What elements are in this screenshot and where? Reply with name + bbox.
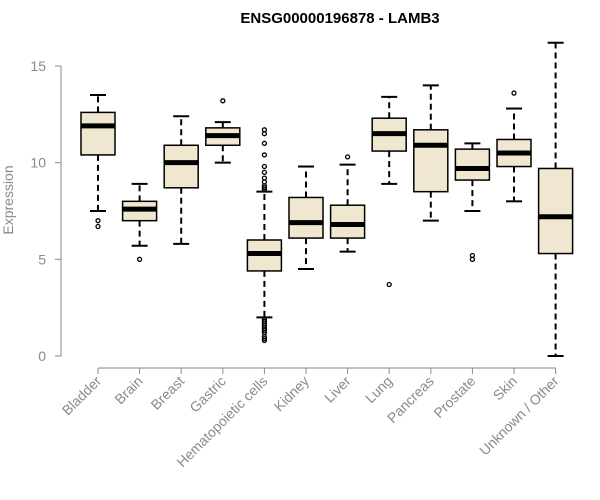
outlier-point [261,163,268,170]
x-tick-label: Breast [147,373,187,413]
y-tick-label: 0 [38,348,46,364]
box-bladder [80,94,116,230]
iqr-box [163,144,199,189]
outlier-point [261,187,268,193]
outlier-point [511,90,517,96]
y-tick-label: 5 [38,251,46,267]
outlier-point [261,152,268,158]
box-unknown-other [537,41,574,357]
outlier-point [261,131,268,137]
chart-title: ENSG00000196878 - LAMB3 [240,10,439,27]
y-tick-label: 15 [30,58,46,74]
box-gastric [205,98,241,164]
x-tick-label: Prostate [430,373,478,421]
box-skin [496,90,532,203]
box-prostate [454,142,491,262]
iqr-box [413,129,449,193]
iqr-box [80,111,116,156]
outlier-point [261,335,268,342]
outlier-point [261,337,268,344]
boxes [80,41,574,357]
box-brain [121,182,158,262]
outlier-point [261,185,268,191]
outlier-point [95,223,101,230]
y-axis-label: Expression [0,165,16,234]
outlier-point [261,169,268,175]
outlier-point [386,281,392,288]
y-ticks: 0 5 10 15 [30,58,61,364]
x-tick-label: Skin [490,373,521,404]
iqr-box [329,204,366,239]
x-tick-label: Liver [321,373,354,406]
outlier-point [261,328,268,334]
y-tick-label: 10 [30,155,46,171]
iqr-box [288,196,324,239]
iqr-box [537,167,574,255]
outlier-point [220,98,226,104]
x-tick-label: Kidney [271,373,313,415]
box-liver [329,154,366,253]
box-kidney [288,165,324,270]
outlier-point [136,256,143,262]
x-tick-label: Bladder [59,373,105,419]
outlier-point [469,256,476,262]
outlier-point [261,140,268,146]
x-tick-label: Unknown / Other [476,373,562,459]
box-pancreas [413,84,449,222]
box-lung [371,95,407,288]
outlier-point [344,154,351,160]
x-tick-label: Brain [111,373,145,407]
x-tick-label: Lung [362,373,395,406]
iqr-box [454,148,491,181]
box-breast [163,115,199,245]
box-hematopoietic-cells [246,127,283,344]
outlier-point [95,218,101,224]
